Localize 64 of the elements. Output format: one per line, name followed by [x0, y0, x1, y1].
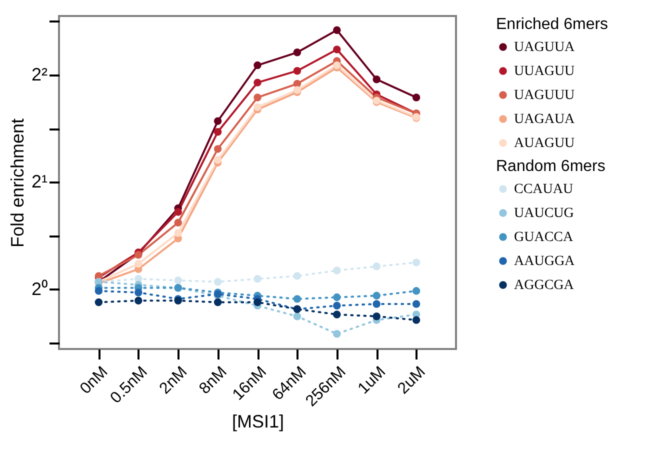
point — [293, 295, 302, 303]
point — [372, 262, 380, 270]
point — [214, 278, 222, 286]
point — [412, 300, 420, 308]
point — [214, 156, 222, 164]
point — [372, 75, 380, 84]
text: Random 6mers — [496, 158, 606, 175]
point — [254, 78, 262, 86]
legend-label: AUAGUU — [514, 136, 575, 151]
point — [333, 310, 341, 318]
point — [333, 46, 341, 54]
point — [174, 218, 182, 226]
point — [372, 292, 380, 300]
text: Enriched 6mers — [496, 16, 608, 33]
point — [134, 296, 142, 304]
legend-label: UAUCUG — [514, 206, 574, 221]
legend-label: UUAGUU — [514, 64, 575, 79]
point — [254, 275, 262, 283]
legend-label: UAGAUA — [514, 112, 576, 127]
point — [214, 298, 222, 306]
point — [293, 272, 302, 280]
point — [254, 94, 262, 102]
point — [174, 208, 182, 216]
point — [333, 293, 341, 302]
point — [333, 302, 341, 310]
point — [134, 288, 142, 296]
y-tick-label: 2⁰ — [31, 278, 48, 299]
point — [372, 312, 380, 320]
legend-label: AAUGGA — [514, 254, 576, 269]
point — [254, 298, 262, 306]
point — [254, 61, 262, 70]
point — [293, 80, 302, 88]
point — [412, 94, 420, 102]
legend-label: AGGCGA — [514, 278, 575, 293]
point — [412, 287, 420, 295]
x-axis-title: [MSI1] — [232, 411, 284, 432]
point — [174, 276, 182, 284]
y-tick-label: 2¹ — [31, 172, 48, 192]
point — [254, 103, 262, 112]
x-tick-label: 0nM — [77, 364, 112, 398]
legend-label: UAGUUA — [514, 40, 576, 55]
legend-label: GUACCA — [514, 230, 574, 245]
point — [293, 312, 302, 320]
point — [214, 145, 222, 153]
legend-label: UAGUUU — [514, 88, 575, 103]
point — [293, 48, 302, 56]
point — [134, 260, 142, 268]
point — [293, 86, 302, 94]
point — [293, 66, 302, 75]
legend-label: CCAUAU — [514, 182, 574, 197]
point — [333, 266, 341, 274]
point — [214, 117, 222, 125]
point — [412, 258, 420, 266]
point — [333, 26, 341, 34]
y-tick-label: 2² — [31, 64, 48, 85]
point — [94, 287, 103, 295]
point — [214, 128, 222, 136]
point — [174, 229, 182, 237]
point — [372, 300, 380, 308]
point — [333, 61, 341, 70]
point — [412, 316, 420, 324]
point — [333, 330, 341, 338]
point — [94, 298, 103, 306]
y-axis-title: Fold enrichment — [7, 118, 28, 248]
